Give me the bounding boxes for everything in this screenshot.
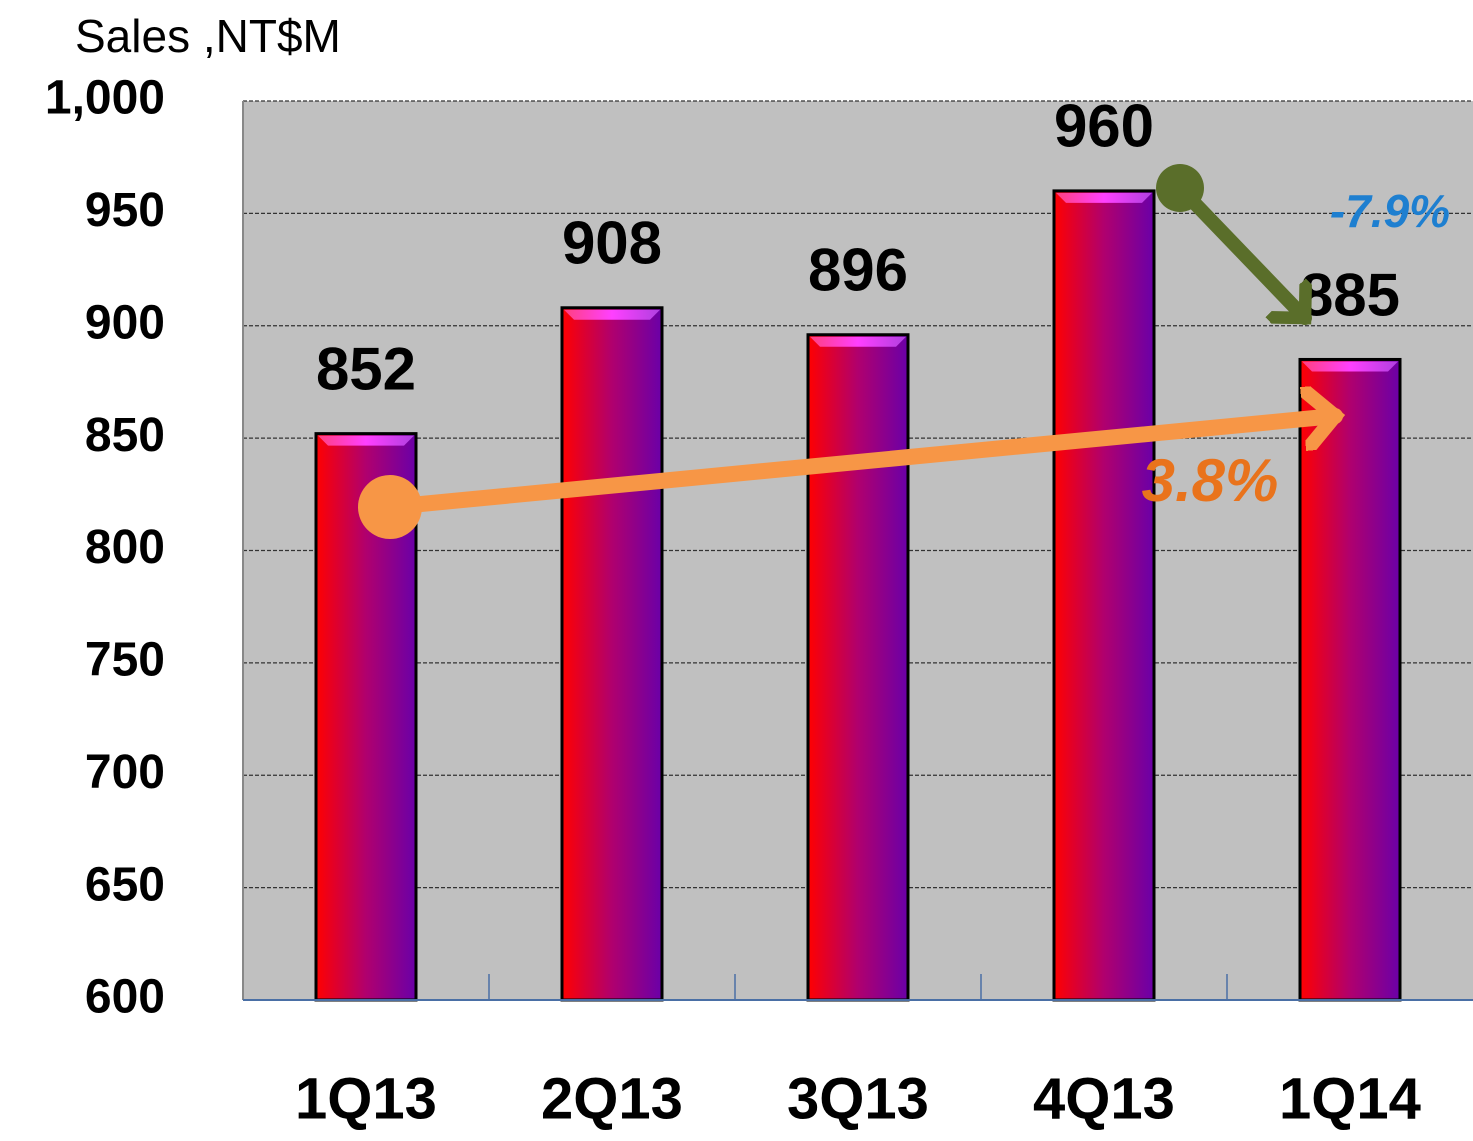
bar-cap (1056, 192, 1152, 203)
bar (806, 333, 910, 1002)
y-tick-label: 900 (85, 296, 165, 349)
value-label: 852 (316, 335, 416, 402)
bar (560, 306, 664, 1002)
bar-cap (810, 336, 906, 347)
y-tick-label: 850 (85, 409, 165, 462)
y-tick-label: 1,000 (45, 72, 165, 125)
y-tick-label: 650 (85, 858, 165, 911)
x-tick-label: 1Q13 (295, 1066, 437, 1131)
bar (1298, 357, 1402, 1002)
bar-group (1052, 189, 1156, 1002)
y-axis-title: Sales ,NT$M (75, 10, 341, 62)
x-tick-label: 2Q13 (541, 1066, 683, 1131)
bar-cap (1302, 361, 1398, 372)
bar-cap (564, 309, 660, 320)
value-label: 960 (1054, 93, 1154, 160)
x-tick-label: 4Q13 (1033, 1066, 1175, 1131)
y-tick-label: 750 (85, 634, 165, 687)
value-label: 896 (808, 237, 908, 304)
value-label: 908 (562, 210, 662, 277)
bar-cap (318, 435, 414, 446)
x-tick-label: 1Q14 (1279, 1066, 1421, 1131)
y-tick-label: 600 (85, 971, 165, 1024)
arrow (1173, 181, 1305, 325)
y-tick-label: 700 (85, 746, 165, 799)
annotation: -7.9% (1330, 185, 1450, 237)
bar-group (314, 432, 418, 1002)
annotation: 3.8% (1142, 447, 1279, 514)
arrow-start (358, 475, 422, 539)
arrow-start (1156, 164, 1204, 212)
bar-group (1298, 357, 1402, 1002)
bar-group (806, 333, 910, 1002)
value-label: 885 (1300, 261, 1400, 328)
y-tick-label: 950 (85, 184, 165, 237)
y-tick-label: 800 (85, 521, 165, 574)
bar-group (560, 306, 664, 1002)
arrow (382, 416, 1335, 515)
bar (1052, 189, 1156, 1002)
x-tick-label: 3Q13 (787, 1066, 929, 1131)
